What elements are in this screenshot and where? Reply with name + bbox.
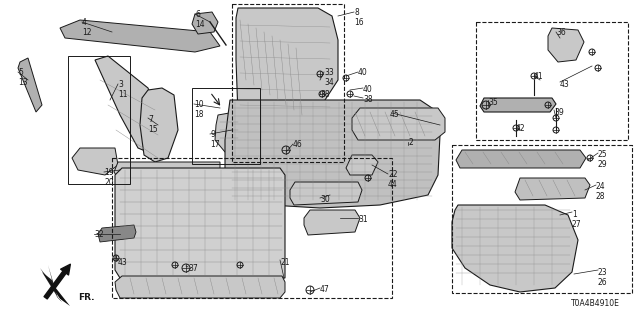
- Text: 7
15: 7 15: [148, 115, 157, 134]
- Bar: [232, 4, 344, 162]
- Text: 40: 40: [363, 85, 372, 94]
- Text: 43: 43: [560, 80, 570, 89]
- Polygon shape: [115, 276, 285, 298]
- Polygon shape: [290, 182, 362, 205]
- Text: 25
29: 25 29: [598, 150, 607, 169]
- Text: 42: 42: [516, 124, 525, 133]
- Bar: [68, 56, 130, 184]
- Text: 32: 32: [94, 230, 104, 239]
- Text: 22
44: 22 44: [388, 170, 397, 189]
- Text: T0A4B4910E: T0A4B4910E: [571, 299, 620, 308]
- Text: 45: 45: [390, 110, 400, 119]
- Polygon shape: [352, 108, 445, 140]
- Polygon shape: [98, 225, 136, 242]
- Text: 47: 47: [320, 285, 330, 294]
- Text: 5
13: 5 13: [18, 68, 28, 87]
- Text: 35: 35: [488, 98, 498, 107]
- Polygon shape: [215, 112, 245, 152]
- Bar: [192, 88, 260, 164]
- Text: 10
18: 10 18: [194, 100, 204, 119]
- Polygon shape: [115, 168, 285, 278]
- Text: 21: 21: [280, 258, 289, 267]
- Polygon shape: [72, 148, 118, 175]
- Text: 38: 38: [320, 90, 330, 99]
- Text: 23
26: 23 26: [598, 268, 607, 287]
- Text: 33
34: 33 34: [324, 68, 333, 87]
- Text: 46: 46: [293, 140, 303, 149]
- Bar: [476, 22, 628, 140]
- Text: 37: 37: [188, 264, 198, 273]
- Text: 43: 43: [118, 258, 128, 267]
- Polygon shape: [114, 162, 220, 178]
- Text: 31: 31: [358, 215, 367, 224]
- Polygon shape: [140, 88, 178, 162]
- Text: 40: 40: [358, 68, 368, 77]
- Polygon shape: [40, 268, 70, 306]
- Text: 8
16: 8 16: [354, 8, 364, 28]
- Polygon shape: [60, 20, 220, 52]
- Text: FR.: FR.: [78, 293, 95, 302]
- Text: 1
27: 1 27: [572, 210, 582, 229]
- Polygon shape: [346, 155, 378, 175]
- Text: 39: 39: [554, 108, 564, 117]
- Polygon shape: [480, 98, 556, 112]
- Polygon shape: [548, 28, 584, 62]
- Text: 38: 38: [363, 95, 372, 104]
- Text: 36: 36: [556, 28, 566, 37]
- Text: 4
12: 4 12: [82, 18, 92, 37]
- Polygon shape: [304, 210, 360, 235]
- Polygon shape: [236, 8, 338, 138]
- Polygon shape: [515, 178, 590, 200]
- Text: 6
14: 6 14: [195, 10, 205, 29]
- Text: 24
28: 24 28: [596, 182, 605, 201]
- Text: 30: 30: [320, 195, 330, 204]
- Polygon shape: [225, 100, 440, 208]
- Bar: [452, 145, 632, 293]
- Polygon shape: [42, 265, 58, 298]
- Text: 9
17: 9 17: [210, 130, 220, 149]
- Polygon shape: [456, 150, 586, 168]
- Text: 2: 2: [408, 138, 413, 147]
- Polygon shape: [452, 205, 578, 292]
- Bar: [112, 158, 392, 298]
- Polygon shape: [18, 58, 42, 112]
- Polygon shape: [95, 56, 165, 155]
- Text: 3
11: 3 11: [118, 80, 127, 100]
- Text: 41: 41: [534, 72, 543, 81]
- Text: 19
20: 19 20: [104, 168, 114, 188]
- Polygon shape: [192, 12, 218, 34]
